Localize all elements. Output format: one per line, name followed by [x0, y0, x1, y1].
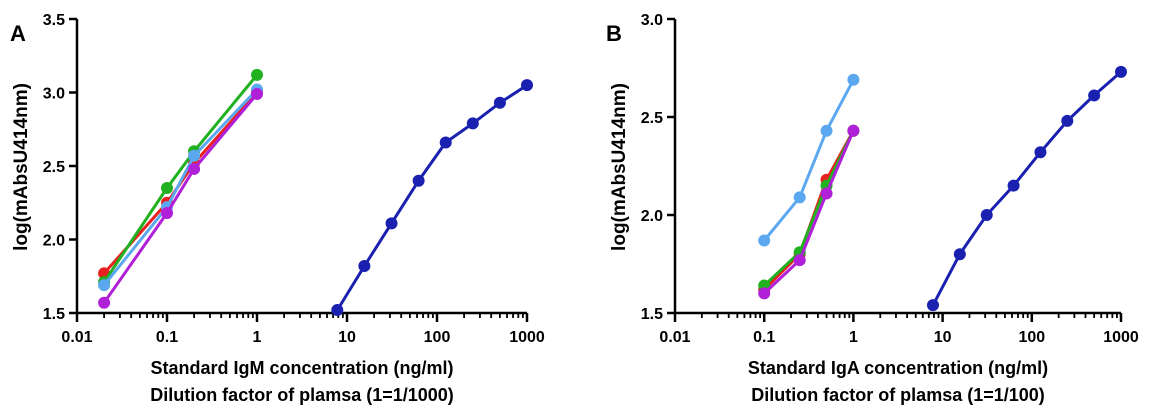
data-point — [847, 124, 860, 137]
y-tick-label: 3.0 — [641, 12, 663, 29]
chart-panel-b: B 1.5 2.0 2.5 3.0 0.01 0.1 1 10 100 1000 Standard I… — [606, 12, 1139, 405]
y-tick-label: 2.5 — [43, 159, 65, 176]
y-tick-label: 1.5 — [43, 306, 65, 323]
data-point — [358, 259, 371, 272]
x-tick-label: 1000 — [509, 329, 545, 346]
series-line — [102, 73, 259, 283]
data-point — [793, 254, 806, 267]
x-tick-label: 0.01 — [659, 329, 690, 346]
data-point — [847, 73, 860, 86]
data-point — [331, 304, 344, 317]
panel-label: A — [10, 21, 26, 46]
x-tick-label: 1 — [253, 329, 262, 346]
series-line — [763, 130, 855, 295]
data-point — [820, 187, 833, 200]
chart-panel-a: A 1.5 2.0 2.5 3.0 3.5 0.01 0.1 1 10 100 1000 Standar… — [10, 12, 545, 405]
y-axis-title: log(mAbsU414nm) — [11, 83, 32, 251]
data-point — [521, 79, 533, 92]
y-tick-label: 1.5 — [641, 306, 663, 323]
data-point — [820, 124, 833, 137]
data-point — [953, 248, 966, 261]
data-point — [1115, 65, 1127, 78]
data-point — [758, 287, 771, 300]
x-axis-title-secondary: Dilution factor of plamsa (1=1/1000) — [150, 385, 454, 405]
series-5 — [926, 65, 1127, 312]
series-line — [102, 93, 259, 304]
x-axis-title: Standard IgM concentration (ng/ml) — [150, 358, 453, 378]
y-axis-title: log(mAbsU414nm) — [609, 83, 630, 251]
data-point — [1088, 89, 1101, 102]
x-tick-label: 0.1 — [156, 329, 178, 346]
data-point — [161, 182, 173, 195]
x-axis-title-secondary: Dilution factor of plamsa (1=1/100) — [751, 385, 1045, 405]
x-tick-label: 10 — [934, 329, 952, 346]
series-4 — [758, 124, 860, 300]
data-point — [188, 162, 201, 175]
panel-label: B — [606, 21, 622, 46]
series-3 — [758, 73, 860, 247]
data-point — [466, 117, 479, 130]
data-point — [98, 296, 111, 309]
data-point — [926, 299, 939, 312]
data-point — [980, 209, 993, 221]
data-point — [1061, 114, 1074, 127]
data-point — [385, 217, 398, 230]
x-tick-label: 1 — [849, 329, 858, 346]
data-point — [758, 234, 771, 247]
series-line — [102, 88, 259, 287]
series-line — [763, 129, 855, 291]
y-tick-label: 3.5 — [43, 12, 65, 29]
x-tick-label: 10 — [338, 329, 356, 346]
data-point — [1007, 179, 1020, 192]
x-tick-label: 0.01 — [61, 329, 92, 346]
x-tick-label: 100 — [1018, 329, 1045, 346]
data-point — [98, 279, 111, 292]
data-point — [439, 136, 452, 149]
series-line — [763, 79, 855, 242]
series-line — [763, 130, 855, 287]
y-tick-label: 3.0 — [43, 86, 65, 103]
x-tick-label: 100 — [424, 329, 451, 346]
series-5 — [331, 79, 533, 317]
data-point — [251, 68, 263, 81]
data-point — [188, 149, 201, 162]
y-tick-label: 2.0 — [43, 233, 65, 250]
series-4 — [98, 87, 263, 309]
x-tick-label: 1000 — [1103, 329, 1139, 346]
y-tick-label: 2.5 — [641, 110, 663, 127]
x-axis-title: Standard IgA concentration (ng/ml) — [748, 358, 1048, 378]
data-point — [251, 87, 263, 100]
data-point — [793, 191, 806, 204]
series-line — [336, 83, 528, 311]
x-tick-label: 0.1 — [753, 329, 775, 346]
data-point — [493, 96, 506, 109]
data-point — [412, 174, 425, 187]
y-tick-label: 2.0 — [641, 208, 663, 225]
series-line — [931, 70, 1122, 306]
data-point — [161, 207, 173, 220]
data-point — [1034, 146, 1047, 159]
